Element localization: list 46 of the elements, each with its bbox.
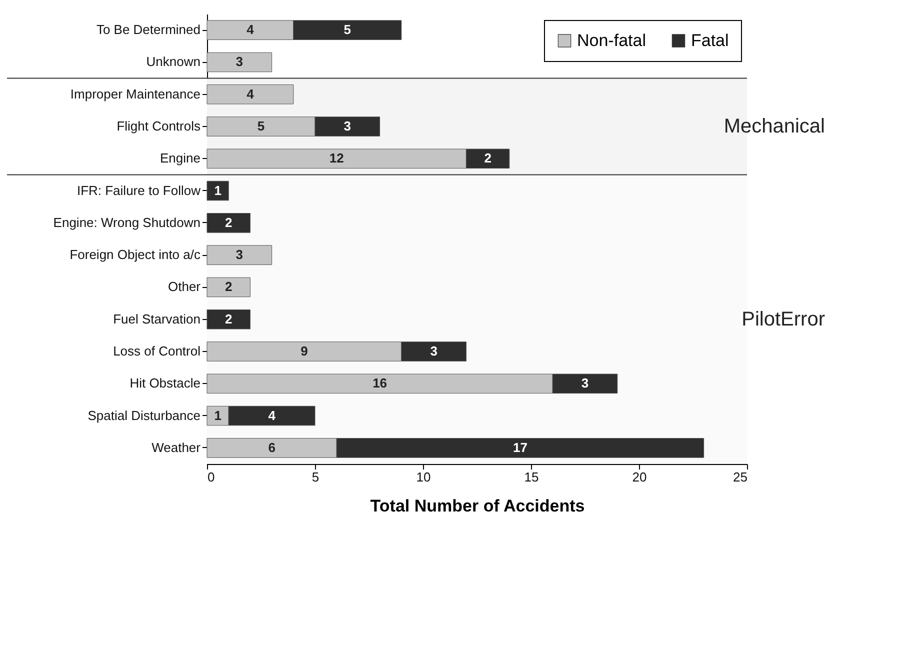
x-axis-title: Total Number of Accidents <box>370 496 585 516</box>
legend-label: Fatal <box>691 30 729 50</box>
data-label: 17 <box>512 440 528 455</box>
data-label: 9 <box>300 344 308 358</box>
y-tick-label: Unknown <box>146 54 200 70</box>
y-tick-label: Engine <box>160 150 200 166</box>
x-tick-label: 10 <box>416 470 431 484</box>
y-tick-label: Engine: Wrong Shutdown <box>53 214 200 230</box>
data-label: 3 <box>236 247 244 262</box>
x-tick-label: 20 <box>632 470 647 484</box>
data-label: 4 <box>246 86 255 102</box>
y-tick-label: IFR: Failure to Follow <box>76 182 202 198</box>
data-label: 4 <box>246 22 255 38</box>
x-tick-label: 5 <box>312 470 320 484</box>
data-label: 16 <box>372 376 388 391</box>
data-label: 3 <box>344 118 352 134</box>
y-tick-label: To Be Determined <box>96 22 200 38</box>
x-tick-label: 0 <box>208 470 215 484</box>
y-tick-label: Loss of Control <box>113 344 201 358</box>
y-tick-label: Other <box>168 279 202 294</box>
data-label: 12 <box>329 150 344 166</box>
y-tick-label: Spatial Disturbance <box>88 408 200 423</box>
data-label: 2 <box>224 311 232 326</box>
data-label: 2 <box>224 214 232 230</box>
data-label: 3 <box>430 344 438 358</box>
data-label: 2 <box>484 150 492 166</box>
y-tick-label: Flight Controls <box>116 118 201 134</box>
data-label: 3 <box>236 54 244 70</box>
legend-label: Non-fatal <box>577 30 646 50</box>
band-label: Mechanical <box>724 116 825 138</box>
x-tick-label: 25 <box>733 470 748 484</box>
data-label: 1 <box>214 182 222 198</box>
data-label: 5 <box>257 118 265 134</box>
data-label: 5 <box>344 22 352 38</box>
y-tick-label: Hit Obstacle <box>130 376 200 391</box>
x-tick-label: 15 <box>524 470 539 484</box>
y-tick-label: Weather <box>152 440 202 455</box>
y-tick-label: Fuel Starvation <box>113 311 200 326</box>
data-label: 3 <box>581 376 589 391</box>
data-label: 2 <box>224 279 232 294</box>
data-label: 6 <box>268 440 276 455</box>
y-tick-label: Foreign Object into a/c <box>70 247 201 262</box>
band-label: PilotError <box>742 308 826 330</box>
y-tick-label: Improper Maintenance <box>70 86 200 102</box>
data-label: 1 <box>214 408 222 423</box>
data-label: 4 <box>268 408 276 423</box>
